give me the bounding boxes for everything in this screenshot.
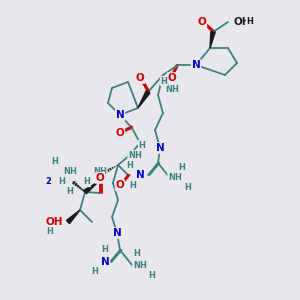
Text: O: O xyxy=(136,73,144,83)
Text: NH: NH xyxy=(168,173,182,182)
Text: NH: NH xyxy=(165,85,179,94)
Text: OH: OH xyxy=(233,17,250,27)
Polygon shape xyxy=(210,32,215,48)
Text: O: O xyxy=(198,17,206,27)
Text: 2: 2 xyxy=(45,178,51,187)
Text: NH: NH xyxy=(128,151,142,160)
Polygon shape xyxy=(66,210,80,224)
Text: H: H xyxy=(127,160,134,169)
Text: OH: OH xyxy=(46,217,63,227)
Text: N: N xyxy=(156,143,164,153)
Text: H: H xyxy=(92,268,98,277)
Text: H: H xyxy=(52,158,58,166)
Text: O: O xyxy=(96,173,104,183)
Text: H: H xyxy=(134,248,140,257)
Text: H: H xyxy=(148,271,155,280)
Text: H: H xyxy=(184,184,191,193)
Polygon shape xyxy=(138,91,150,108)
Polygon shape xyxy=(84,182,98,194)
Text: N: N xyxy=(192,60,200,70)
Text: H: H xyxy=(139,140,145,149)
Text: O: O xyxy=(116,128,124,138)
Text: O: O xyxy=(168,73,176,83)
Text: H: H xyxy=(102,245,108,254)
Text: N: N xyxy=(116,110,124,120)
Text: N: N xyxy=(112,228,122,238)
Text: H: H xyxy=(67,188,73,196)
Text: N: N xyxy=(100,257,109,267)
Text: H: H xyxy=(46,227,53,236)
Text: O: O xyxy=(116,180,124,190)
Text: H: H xyxy=(84,178,90,187)
Text: H: H xyxy=(130,181,136,190)
Text: N: N xyxy=(136,170,144,180)
Text: NH: NH xyxy=(133,260,147,269)
Text: H: H xyxy=(247,17,254,26)
Text: H: H xyxy=(178,164,185,172)
Text: NH: NH xyxy=(93,167,107,176)
Text: NH: NH xyxy=(63,167,77,176)
Text: H: H xyxy=(58,178,65,187)
Text: H: H xyxy=(160,76,167,85)
